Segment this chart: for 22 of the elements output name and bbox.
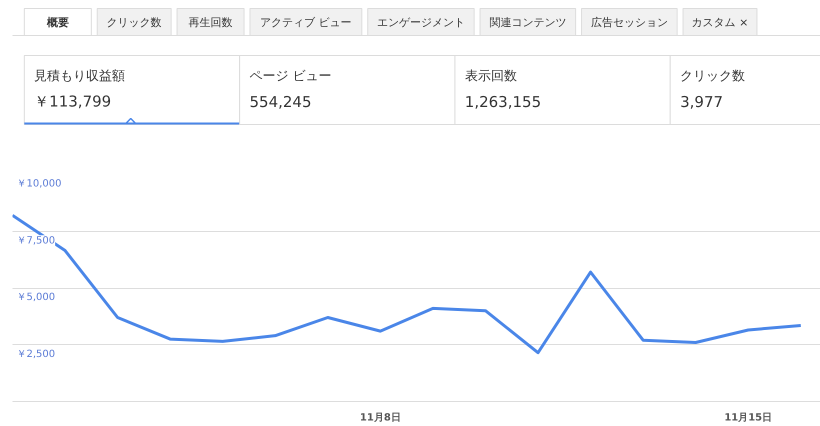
category-label: ページ ビュー <box>249 69 332 84</box>
y-tick-label: ￥7,500 <box>16 235 56 246</box>
text: 1,263,155 <box>464 93 542 111</box>
y-tick-label: ￥5,000 <box>16 292 56 303</box>
x-tick-label: 11月8日 <box>360 412 401 424</box>
x-tick-label: 11月15日 <box>724 412 772 424</box>
text: アクティブ ビュー <box>260 16 352 29</box>
text: クリック数 <box>680 69 746 84</box>
category-label: クリック数 <box>106 16 162 29</box>
category-label: 表示回数 <box>464 69 517 84</box>
y-tick-label: ￥2,500 <box>16 348 56 360</box>
text: 関連コンテンツ <box>489 16 566 29</box>
y-tick-label: ￥10,000 <box>16 178 62 190</box>
text: 概要 <box>46 16 69 29</box>
text: 再生回数 <box>188 16 233 29</box>
text: 広告セッション <box>590 16 668 29</box>
text: エンゲージメント <box>376 16 465 29</box>
text: ￥113,799 <box>34 92 112 110</box>
text: 554,245 <box>249 93 312 111</box>
category-label: 見積もり収益額 <box>34 69 126 84</box>
text: カスタム × <box>692 16 748 29</box>
text: 3,977 <box>680 93 724 111</box>
